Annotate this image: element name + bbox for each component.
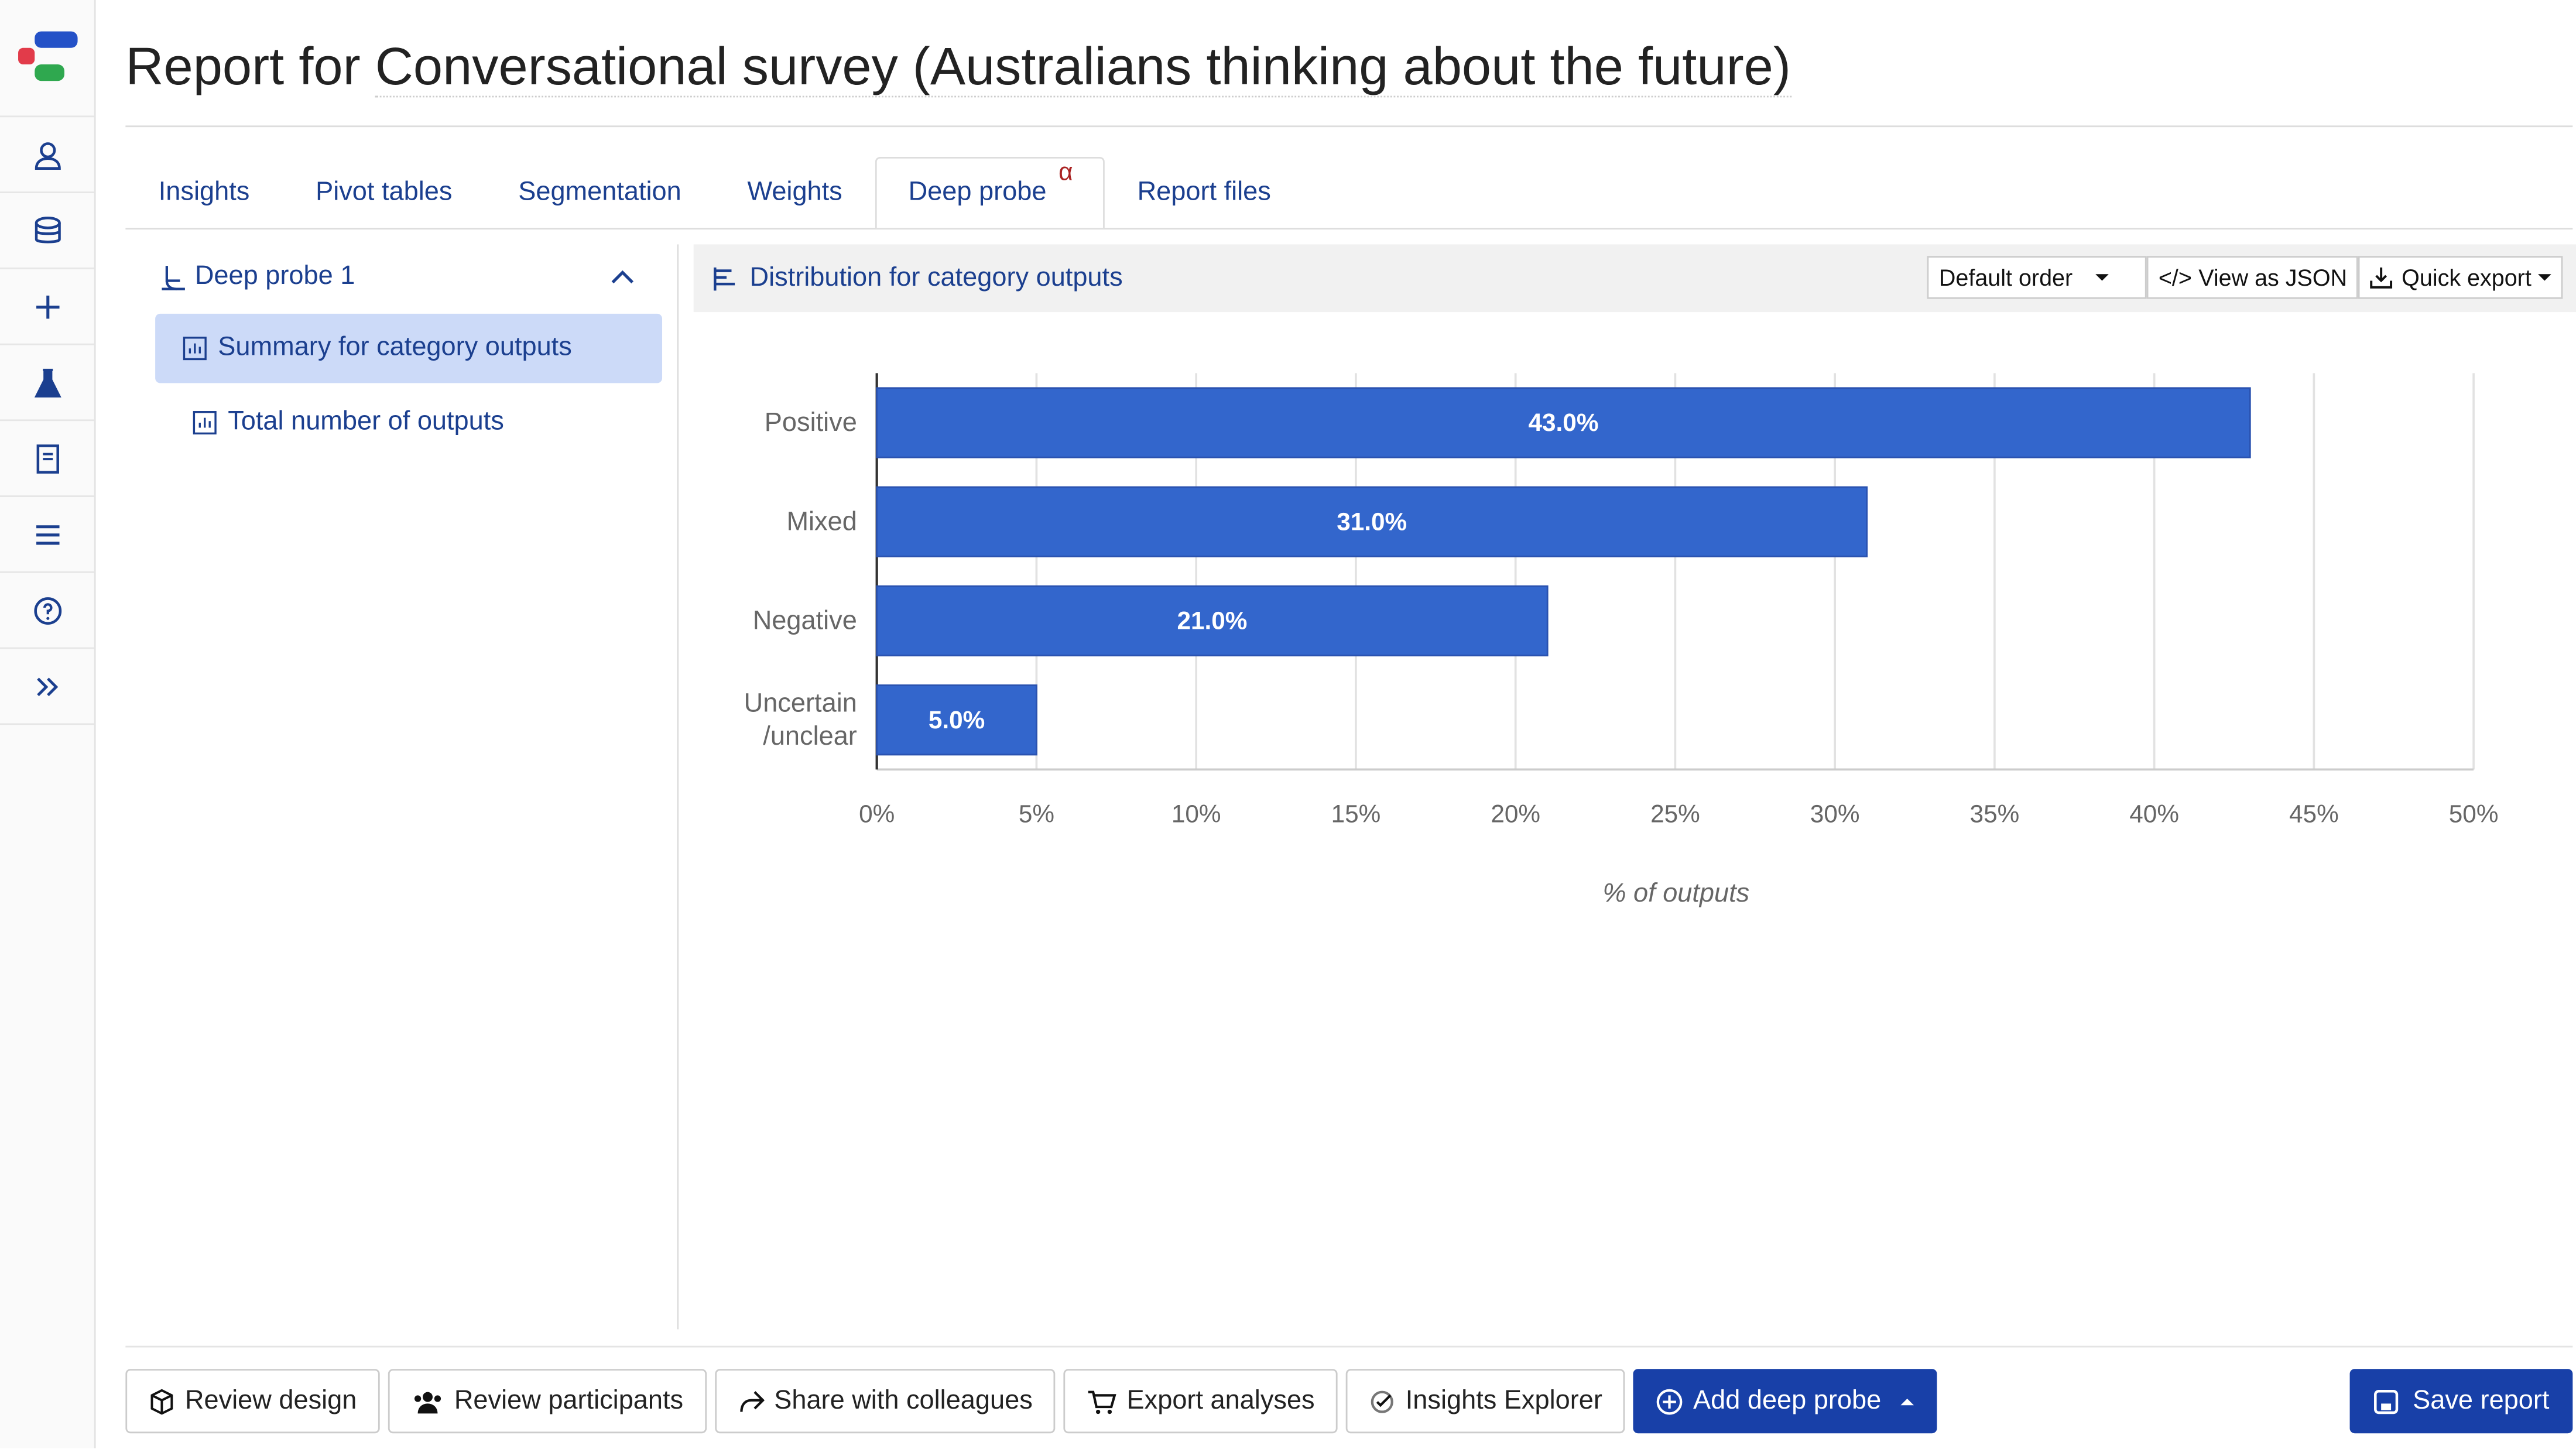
tabs: Insights Pivot tables Segmentation Weights D… [125,156,1304,228]
category-label: Negative [752,607,857,636]
tab-label: Report files [1137,178,1271,207]
probe-item[interactable]: Total number of outputs [155,388,662,457]
bar [876,387,2251,458]
tabs-line [125,228,2573,230]
x-tick-label: 5% [1019,800,1054,828]
tab-label: Segmentation [518,178,681,207]
value-label: 5.0% [929,706,985,734]
footer-button-label: Add deep probe [1693,1386,1882,1414]
bar [876,486,1868,557]
footer-button[interactable]: Add deep probe [1633,1369,1938,1434]
tab[interactable]: Report files [1104,157,1304,228]
x-tick-label: 40% [2129,800,2179,828]
save-label: Save report [2413,1386,2550,1414]
category-label: Uncertain /unclear [744,690,857,752]
footer-button-label: Insights Explorer [1405,1386,1602,1414]
tab[interactable]: Segmentation [485,157,714,228]
value-label: 21.0% [1177,607,1247,635]
tab-label: Deep probe [908,178,1047,207]
probe-group[interactable]: Deep probe 1 [155,243,662,312]
category-label: Mixed [786,508,857,537]
probe-item-label: Total number of outputs [228,407,504,436]
nav-data[interactable] [0,193,94,269]
x-tick-label: 35% [1970,800,2020,828]
tab[interactable]: Deep probe α [875,156,1105,228]
footer-button[interactable]: Review participants [388,1369,707,1434]
logo [0,0,94,118]
save-button[interactable]: Save report [2349,1369,2573,1434]
footer-buttons: Review design Review participants Share wi… [125,1369,1938,1434]
category-label: Positive [764,409,857,438]
footer-button[interactable]: Review design [125,1369,380,1434]
logo-icon [17,31,77,81]
tab-label: Weights [747,178,842,207]
footer-button[interactable]: Insights Explorer [1346,1369,1626,1434]
toolbar-button[interactable]: Default order [1927,256,2147,299]
footer-line [125,1345,2573,1348]
toolbar-label: Quick export [2402,264,2532,291]
toolbar-label: Default order [1938,264,2073,291]
title-text[interactable]: Conversational survey (Australians think… [375,36,1791,98]
tab[interactable]: Insights [125,157,282,228]
probe-item[interactable]: Summary for category outputs [155,313,663,383]
panel-header: Distribution for category outputs Defaul… [693,244,2576,313]
title-prefix: Report for [125,36,361,96]
tab[interactable]: Pivot tables [283,157,485,228]
x-tick-label: 25% [1650,800,1700,828]
tab-label: Insights [158,178,250,207]
footer-button[interactable]: Export analyses [1064,1369,1338,1434]
x-tick-label: 15% [1331,800,1381,828]
item-icon [183,337,207,361]
footer-button-label: Review participants [454,1386,684,1414]
value-label: 43.0% [1529,409,1599,436]
footer-button-label: Share with colleagues [774,1386,1033,1414]
nav-user[interactable] [0,117,94,193]
toolbar: Default order </> View as JSON Quick export [1927,256,2563,299]
probe-group-label: Deep probe 1 [194,262,355,291]
report-title: Report for Conversational survey (Austra… [125,36,1791,98]
tab-badge: α [1059,158,1073,187]
x-axis-title: % of outputs [1602,878,1749,907]
x-tick-label: 45% [2289,800,2339,828]
toolbar-button[interactable]: Quick export [2358,256,2563,299]
x-tick-label: 10% [1171,800,1221,828]
probe-item-label: Summary for category outputs [218,333,572,362]
x-tick-label: 50% [2449,800,2499,828]
nav-help[interactable] [0,573,94,649]
toolbar-label: View as JSON [2198,264,2348,291]
item-icon [193,411,217,435]
panel-divider [677,244,679,1330]
nav-book[interactable] [0,421,94,497]
panel-title: Distribution for category outputs [749,263,1123,292]
value-label: 31.0% [1337,508,1407,535]
toolbar-button[interactable]: </> View as JSON [2147,256,2359,299]
footer-button[interactable]: Share with colleagues [714,1369,1056,1434]
nav-add[interactable] [0,269,94,345]
tab-label: Pivot tables [316,178,453,207]
bar [876,585,1549,657]
nav-expand[interactable] [0,649,94,725]
tab[interactable]: Weights [714,157,875,228]
bar [876,684,1037,756]
nav-menu[interactable] [0,497,94,573]
divider [125,125,2573,128]
nav-sidebar [0,0,96,1448]
nav-lab[interactable] [0,345,94,422]
footer-button-label: Review design [184,1386,357,1414]
x-tick-label: 30% [1810,800,1860,828]
footer-button-label: Export analyses [1126,1386,1315,1414]
x-tick-label: 0% [859,800,895,828]
x-tick-label: 20% [1491,800,1540,828]
